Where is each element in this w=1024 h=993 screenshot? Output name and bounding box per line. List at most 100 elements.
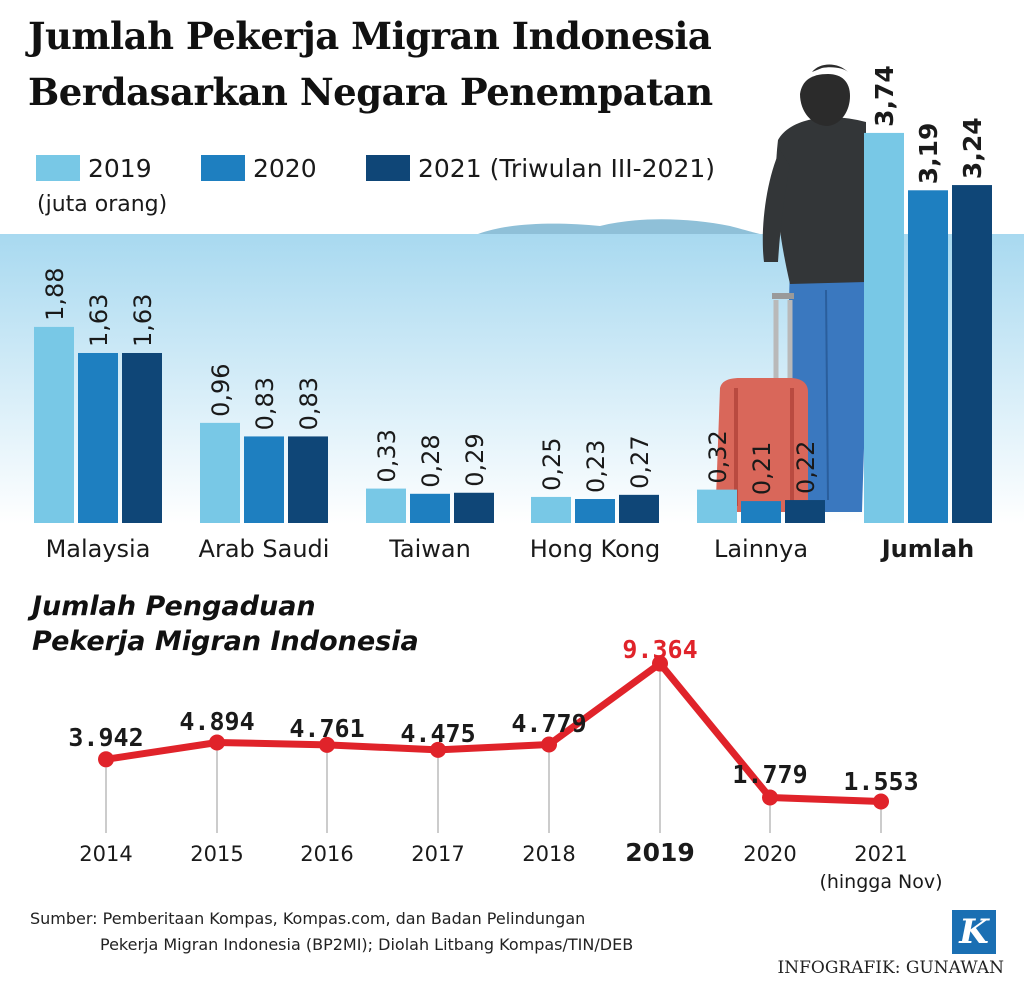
legend-swatch-2020 [201, 155, 245, 181]
bar-marks [34, 132, 992, 523]
bar-hong-kong-2019 [531, 496, 571, 523]
bar-label-jumlah-2019: 3,74 [870, 65, 899, 127]
bar-label-jumlah-2021: 3,24 [958, 117, 987, 179]
year-label-2018: 2018 [522, 842, 575, 866]
bar-malaysia-2021 [122, 352, 162, 523]
kompas-logo: K [952, 910, 996, 954]
value-label-2018: 4.779 [511, 709, 586, 738]
source-line-2: Pekerja Migran Indonesia (BP2MI); Diolah… [100, 935, 634, 954]
value-label-2016: 4.761 [289, 714, 364, 743]
point-2016 [319, 736, 335, 753]
category-label-arab-saudi: Arab Saudi [199, 535, 330, 563]
category-label-jumlah: Jumlah [880, 535, 975, 563]
value-label-2021: 1.553 [843, 767, 918, 796]
bar-arab-saudi-2019 [200, 422, 240, 523]
category-labels: Malaysia Arab Saudi Taiwan Hong Kong Lainnya… [46, 535, 975, 563]
bar-malaysia-2019 [34, 326, 74, 523]
bar-label-lainnya-2021: 0,22 [792, 441, 820, 494]
bar-malaysia-2020 [78, 352, 118, 523]
bar-lainnya-2019 [697, 489, 737, 523]
legend-swatch-2021 [366, 155, 410, 181]
bar-label-arab-saudi-2019: 0,96 [207, 363, 235, 416]
legend-item-2020: 2020 [201, 150, 317, 186]
point-2015 [209, 734, 225, 751]
bar-jumlah-2019 [864, 132, 904, 523]
bar-label-taiwan-2021: 0,29 [461, 433, 489, 486]
source-line-1: Sumber: Pemberitaan Kompas, Kompas.com, … [30, 909, 586, 928]
year-label-2015: 2015 [190, 842, 243, 866]
bar-label-taiwan-2020: 0,28 [417, 434, 445, 487]
source-note: Sumber: Pemberitaan Kompas, Kompas.com, … [30, 906, 633, 958]
point-2014 [98, 751, 114, 768]
legend-swatch-2019 [36, 155, 80, 181]
point-2018 [541, 736, 557, 753]
point-2021 [873, 793, 889, 810]
bar-taiwan-2019 [366, 488, 406, 523]
category-label-taiwan: Taiwan [388, 535, 471, 563]
category-label-hong-kong: Hong Kong [530, 535, 660, 563]
year-label-2014: 2014 [79, 842, 132, 866]
bar-taiwan-2021 [454, 492, 494, 523]
legend-label-2021: 2021 (Triwulan III-2021) [418, 153, 716, 183]
bar-taiwan-2020 [410, 493, 450, 523]
line-points [98, 655, 889, 810]
value-label-2017: 4.475 [400, 719, 475, 748]
infographic-credit: INFOGRAFIK: GUNAWAN [777, 958, 1004, 978]
line-year-labels: 2014 2015 2016 2017 2018 2019 2020 2021 (hingga … [79, 838, 942, 893]
category-label-malaysia: Malaysia [46, 535, 151, 563]
complaint-series-line [105, 660, 882, 805]
bar-arab-saudi-2020 [244, 436, 284, 523]
point-2017 [430, 741, 446, 758]
legend-label-2019: 2019 [88, 153, 152, 183]
bar-label-lainnya-2020: 0,21 [748, 442, 776, 495]
bar-label-arab-saudi-2021: 0,83 [295, 377, 323, 430]
year-label-2020: 2020 [743, 842, 796, 866]
bar-label-hong-kong-2019: 0,25 [538, 437, 566, 490]
bar-label-hong-kong-2020: 0,23 [582, 440, 610, 493]
bar-label-malaysia-2020: 1,63 [85, 294, 113, 347]
bar-jumlah-2021 [952, 185, 992, 523]
bar-arab-saudi-2021 [288, 436, 328, 523]
bar-label-arab-saudi-2020: 0,83 [251, 377, 279, 430]
bar-hong-kong-2021 [619, 494, 659, 523]
bar-label-hong-kong-2021: 0,27 [626, 435, 654, 488]
bar-hong-kong-2020 [575, 499, 615, 523]
year-note-2021: (hingga Nov) [819, 871, 942, 893]
value-label-2014: 3.942 [68, 723, 143, 752]
island-silhouette [478, 219, 760, 234]
bar-label-malaysia-2019: 1,88 [41, 267, 69, 320]
traveler-illustration [716, 64, 867, 512]
bar-jumlah-2020 [908, 190, 948, 523]
chart-title-line-2: Berdasarkan Negara Penempatan [28, 70, 713, 114]
bar-lainnya-2021 [785, 500, 825, 523]
line-chart-title-line-1: Jumlah Pengaduan [32, 591, 316, 622]
legend-item-2021: 2021 (Triwulan III-2021) [366, 150, 715, 186]
legend-item-2019: 2019 [36, 150, 152, 186]
line-value-labels: 3.942 4.894 4.761 4.475 4.779 9.364 1.779 1.553 [68, 635, 918, 796]
bar-value-labels: 1,88 1,63 1,63 0,96 0,83 0,83 0,33 0,28 0,29 0,25… [41, 65, 987, 495]
year-label-2019: 2019 [625, 838, 695, 867]
line-chart-title: Jumlah Pengaduan Pekerja Migran Indonesi… [32, 589, 419, 659]
bar-label-malaysia-2021: 1,63 [129, 294, 157, 347]
unit-note: (juta orang) [37, 192, 168, 217]
value-label-2020: 1.779 [732, 760, 807, 789]
value-label-2015: 4.894 [179, 707, 254, 736]
point-2020 [762, 789, 778, 806]
year-label-2021: 2021 [854, 842, 907, 866]
bar-label-taiwan-2019: 0,33 [373, 429, 401, 482]
line-chart-title-line-2: Pekerja Migran Indonesia [32, 626, 419, 657]
chart-title-line-1: Jumlah Pekerja Migran Indonesia [28, 14, 712, 58]
bar-label-lainnya-2019: 0,32 [704, 430, 732, 483]
bar-label-jumlah-2020: 3,19 [914, 123, 943, 185]
bar-chart: 1,88 1,63 1,63 0,96 0,83 0,83 0,33 0,28 0,29 0,25… [0, 64, 1024, 563]
line-guides [105, 663, 882, 833]
year-label-2017: 2017 [411, 842, 464, 866]
chart-title: Jumlah Pekerja Migran Indonesia Berdasar… [28, 8, 713, 120]
value-label-2019: 9.364 [622, 635, 697, 664]
point-2019 [652, 655, 668, 672]
bar-lainnya-2020 [741, 501, 781, 523]
category-label-lainnya: Lainnya [714, 535, 808, 563]
legend-label-2020: 2020 [253, 153, 317, 183]
year-label-2016: 2016 [300, 842, 353, 866]
